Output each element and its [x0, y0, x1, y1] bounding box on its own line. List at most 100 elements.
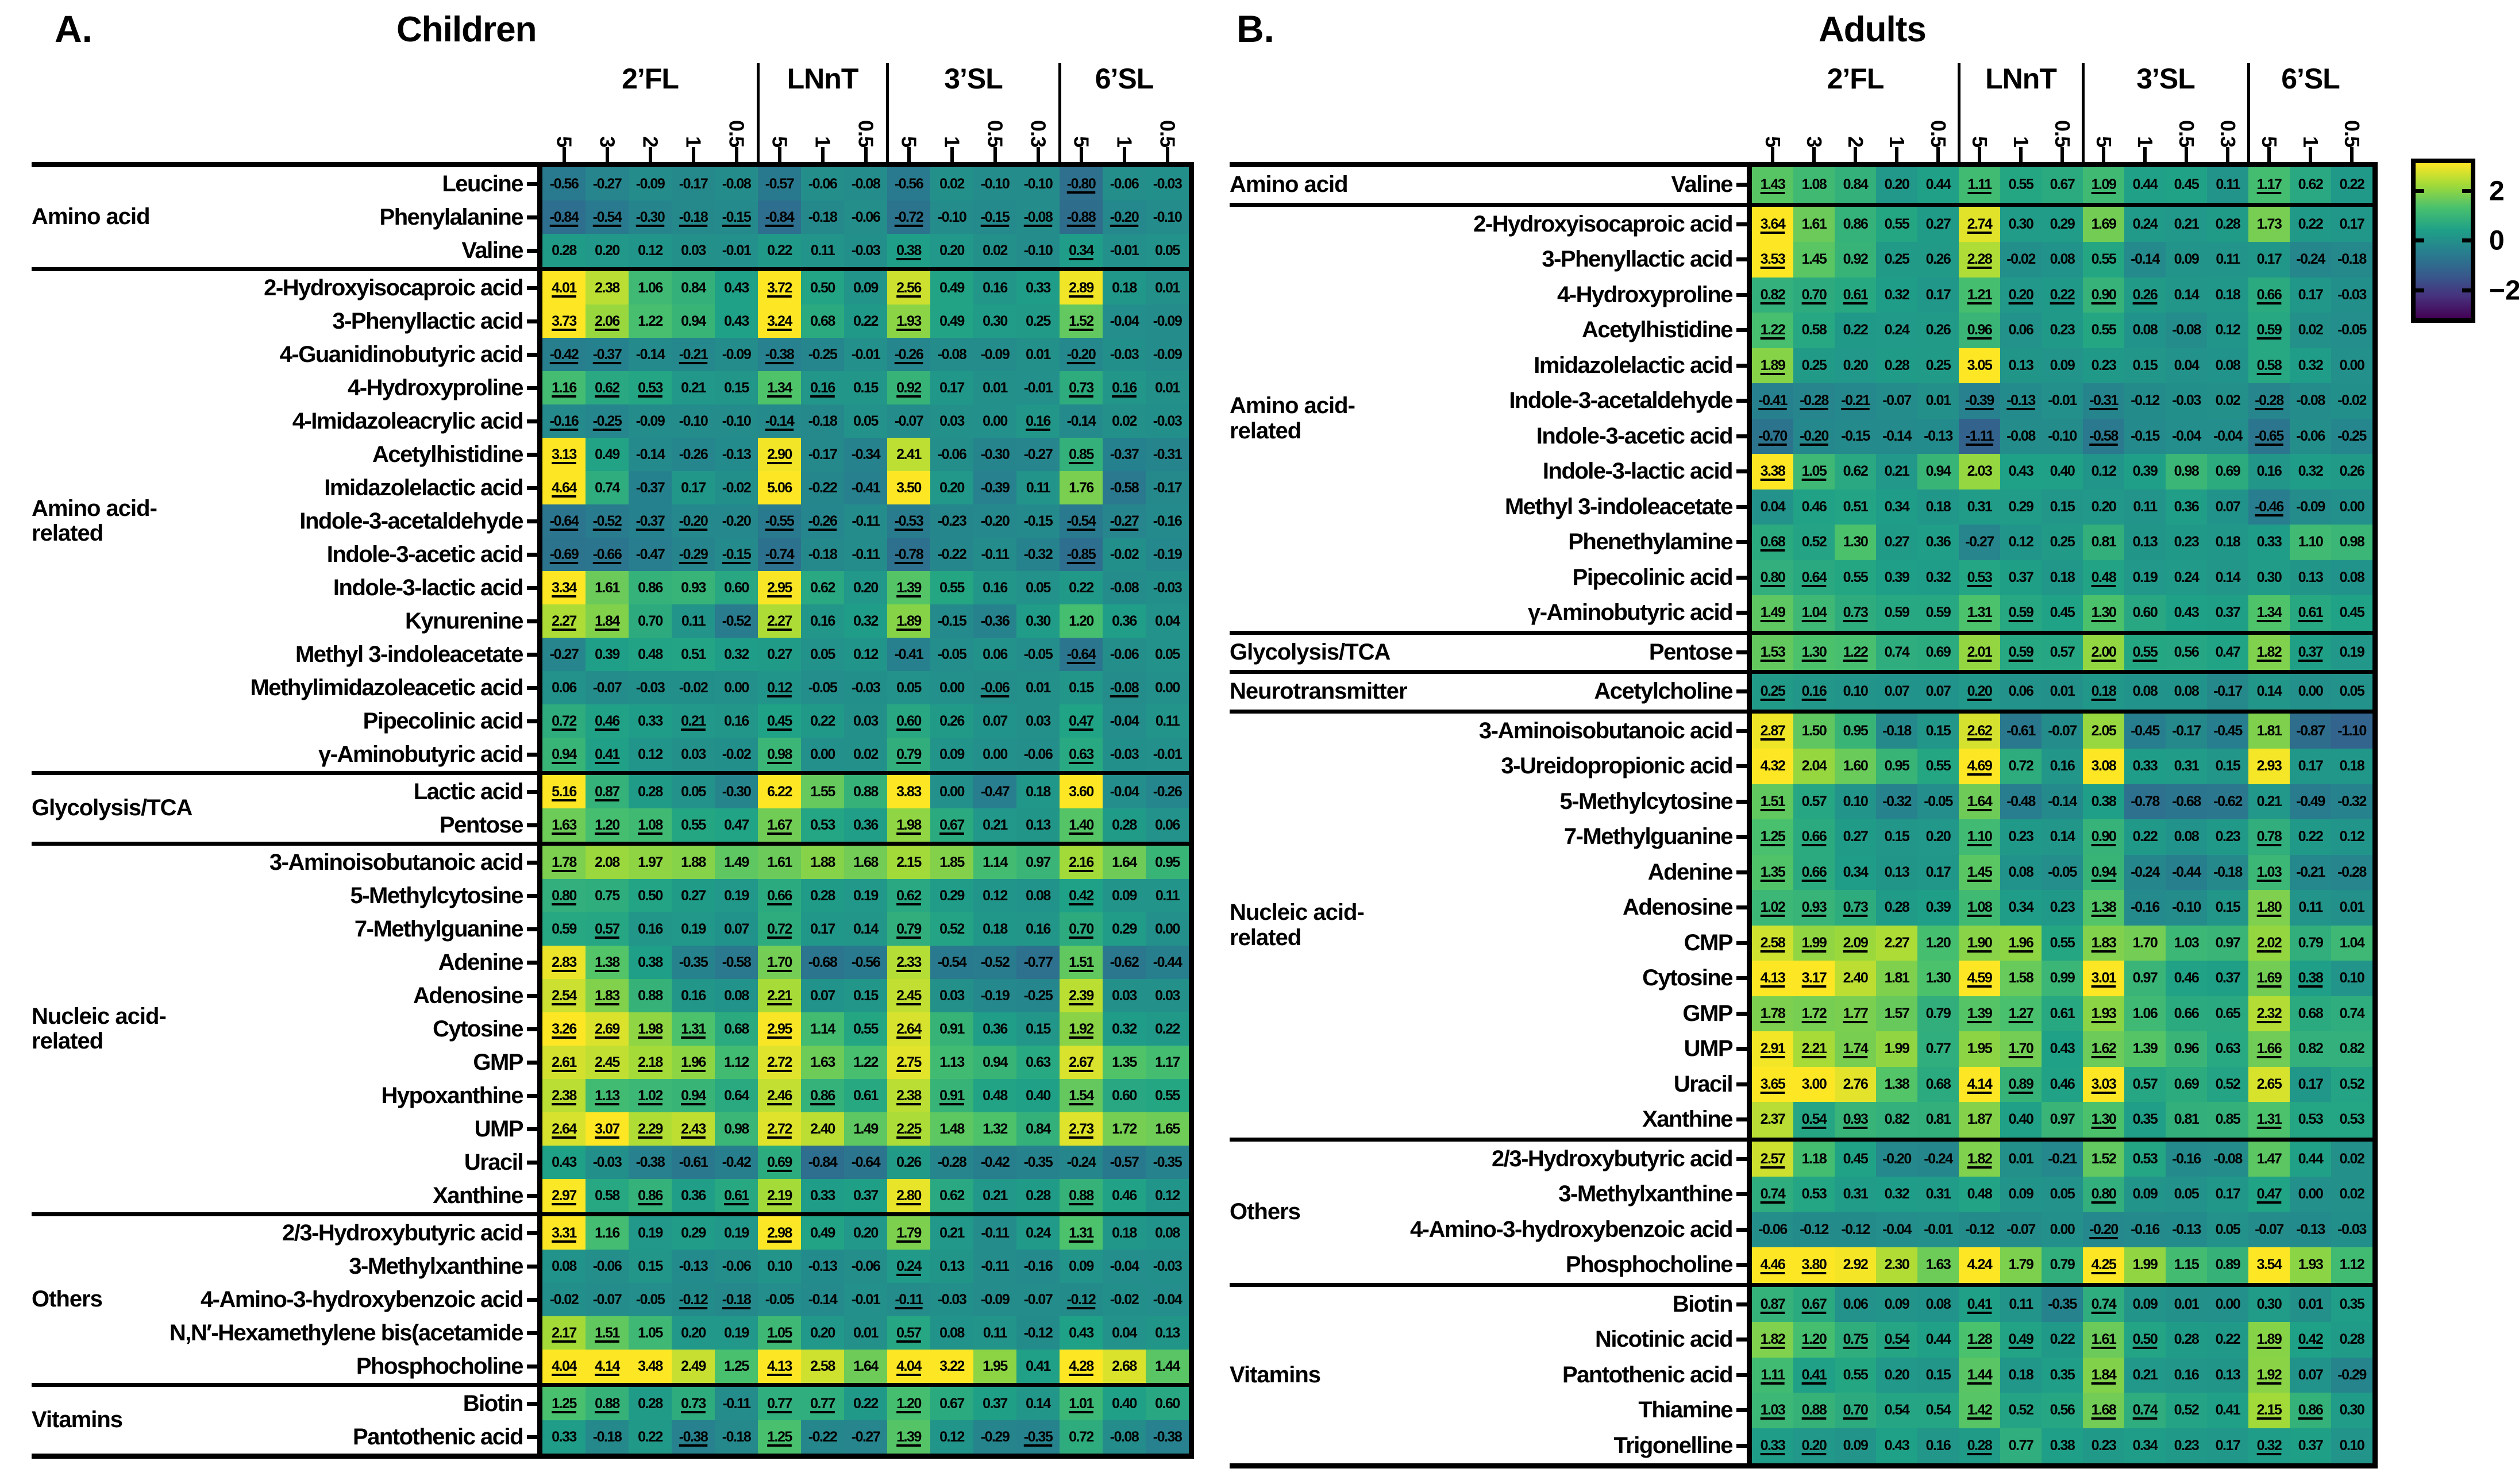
heatmap-cell: -0.88	[1060, 201, 1103, 234]
axis-tick	[2226, 147, 2229, 162]
heatmap-cell: -0.01	[1103, 234, 1146, 267]
heatmap-cell: -0.22	[930, 538, 973, 571]
heatmap-cell: 1.81	[2248, 713, 2290, 749]
heatmap-cell: 0.06	[1146, 808, 1189, 842]
heatmap-cell: 0.15	[1876, 819, 1917, 855]
heatmap-cell: 2.38	[586, 271, 629, 304]
axis-tick	[864, 147, 868, 162]
heatmap-cell: 0.32	[2290, 348, 2331, 383]
heatmap-cell: 0.19	[715, 879, 758, 912]
heatmap-cell: 0.53	[2290, 1102, 2331, 1138]
heatmap-cell: 0.35	[2331, 1286, 2372, 1322]
heatmap-cell: 2.38	[542, 1079, 586, 1112]
panel-children-heatmap: 2’FL 5 3 2 1 0.5 LNnT 5 1 0.5 3’SL 5 1 0.5 0.3 6’SL 5 1 0.…	[32, 63, 1194, 1459]
heatmap-cell: 0.10	[1835, 674, 1876, 710]
heatmap-cell: 0.00	[2331, 489, 2372, 525]
heatmap-cell: -0.27	[1016, 438, 1060, 471]
heatmap-cell: 0.22	[1835, 313, 1876, 348]
table-row: UMP	[221, 1112, 537, 1146]
heatmap-cell: 0.13	[2000, 348, 2042, 383]
heatmap-cell: 2.93	[2248, 749, 2290, 784]
heatmap-cell: 1.92	[2248, 1357, 2290, 1393]
heatmap-cell: 2.01	[1959, 634, 2000, 670]
column-group: 6’SL 5 1 0.5	[1060, 63, 1189, 162]
heatmap-cell: 1.05	[758, 1316, 801, 1350]
heatmap-cell: 0.19	[2331, 634, 2372, 670]
row-label: Indole-3-acetic acid	[326, 541, 524, 567]
heatmap-cell: -0.15	[973, 201, 1016, 234]
heatmap-cell: 0.72	[1060, 1420, 1103, 1454]
category-block: 1.78 2.08 1.97 1.88 1.49 1.61 1.88 1.68 2.15 1.85…	[542, 846, 1189, 1216]
heatmap-cell: 0.13	[2290, 560, 2331, 595]
heatmap-cell: 1.74	[1835, 1031, 1876, 1067]
heatmap-cell: 2.16	[1060, 846, 1103, 879]
heatmap-cell: 0.87	[586, 775, 629, 808]
heatmap-cell: 0.86	[629, 1179, 672, 1212]
heatmap-cell: 0.79	[2290, 925, 2331, 961]
category-label: Amino acid	[1230, 172, 1349, 198]
heatmap-cell: 2.57	[1752, 1141, 1793, 1177]
heatmap-cell: 0.05	[2042, 1177, 2083, 1212]
heatmap-cell: 0.87	[1752, 1286, 1793, 1322]
heatmap-cell: -0.20	[672, 504, 715, 538]
heatmap-cell: 0.81	[2166, 1102, 2207, 1138]
heatmap-cell: 1.44	[1959, 1357, 2000, 1393]
heatmap-cell: -0.35	[2042, 1286, 2083, 1322]
heatmap-cell: 0.37	[2207, 595, 2248, 631]
heatmap-cell: -0.10	[1016, 167, 1060, 201]
category-label: Glycolysis/TCA	[32, 795, 192, 821]
hmo-group-label: 2’FL	[1827, 63, 1885, 95]
dose-tick-label: 5	[1069, 136, 1093, 147]
heatmap-cell: 3.22	[930, 1350, 973, 1383]
category-block: 3.31 1.16 0.19 0.29 0.19 2.98 0.49 0.20 1.79 0.21…	[542, 1216, 1189, 1387]
heatmap-cell: -0.25	[586, 404, 629, 438]
colorbar-tick-label: 0	[2489, 225, 2505, 256]
heatmap-cell: 1.20	[586, 808, 629, 842]
row-label: Pipecolinic acid	[1572, 564, 1734, 590]
row-tick	[1736, 905, 1747, 910]
heatmap-cell: 0.54	[1876, 1322, 1917, 1358]
row-label: UMP	[474, 1116, 524, 1142]
heatmap-cell: 0.26	[887, 1146, 930, 1179]
heatmap-cell: 0.55	[2124, 634, 2166, 670]
heatmap-cell: 0.20	[2083, 489, 2124, 525]
heatmap-cell: 1.11	[1959, 167, 2000, 203]
heatmap-cell: 0.53	[1793, 1177, 1835, 1212]
row-label: Biotin	[463, 1390, 524, 1416]
heatmap-cell: -0.36	[973, 604, 1016, 638]
heatmap-cell: 0.47	[2207, 634, 2248, 670]
heatmap-cell: 1.08	[1959, 890, 2000, 926]
dose-tick-label: 5	[552, 136, 576, 147]
heatmap-cell: -0.58	[715, 946, 758, 979]
row-tick	[1736, 504, 1747, 509]
heatmap-cell: 0.10	[758, 1250, 801, 1283]
heatmap-cell: 0.03	[930, 404, 973, 438]
heatmap-cell: -0.64	[1060, 638, 1103, 671]
heatmap-cell: 0.43	[715, 304, 758, 338]
heatmap-cell: 0.08	[2166, 819, 2207, 855]
heatmap-cell: 1.34	[2248, 595, 2290, 631]
heatmap-cell: 0.32	[2290, 454, 2331, 489]
heatmap-cell: 0.27	[1876, 525, 1917, 560]
category-block: 1.53 1.30 1.22 0.74 0.69 2.01 0.59 0.57 2.00 0.55…	[1752, 634, 2372, 674]
heatmap-cell: 2.41	[887, 438, 930, 471]
row-label: Nicotinic acid	[1594, 1327, 1734, 1352]
row-tick	[1736, 363, 1747, 368]
heatmap-cell: -0.16	[542, 404, 586, 438]
row-tick	[1736, 940, 1747, 945]
heatmap-cell: 0.32	[1876, 1177, 1917, 1212]
row-label: Imidazolelactic acid	[1534, 352, 1733, 378]
table-row: Thiamine	[1419, 1393, 1747, 1428]
heatmap-cell: 1.97	[629, 846, 672, 879]
heatmap-cell: -0.09	[1146, 338, 1189, 371]
heatmap-cell: 0.37	[2207, 961, 2248, 996]
heatmap-cell: 0.25	[1876, 242, 1917, 277]
heatmap-cell: 0.44	[2124, 167, 2166, 203]
heatmap-cell: 1.06	[629, 271, 672, 304]
heatmap-cell: -0.53	[887, 504, 930, 538]
heatmap-cell: 0.43	[2042, 1031, 2083, 1067]
heatmap-cell: 0.56	[2166, 634, 2207, 670]
heatmap-cell: -0.18	[586, 1420, 629, 1454]
heatmap-cell: -0.19	[1146, 538, 1189, 571]
heatmap-cell: 2.62	[1959, 713, 2000, 749]
